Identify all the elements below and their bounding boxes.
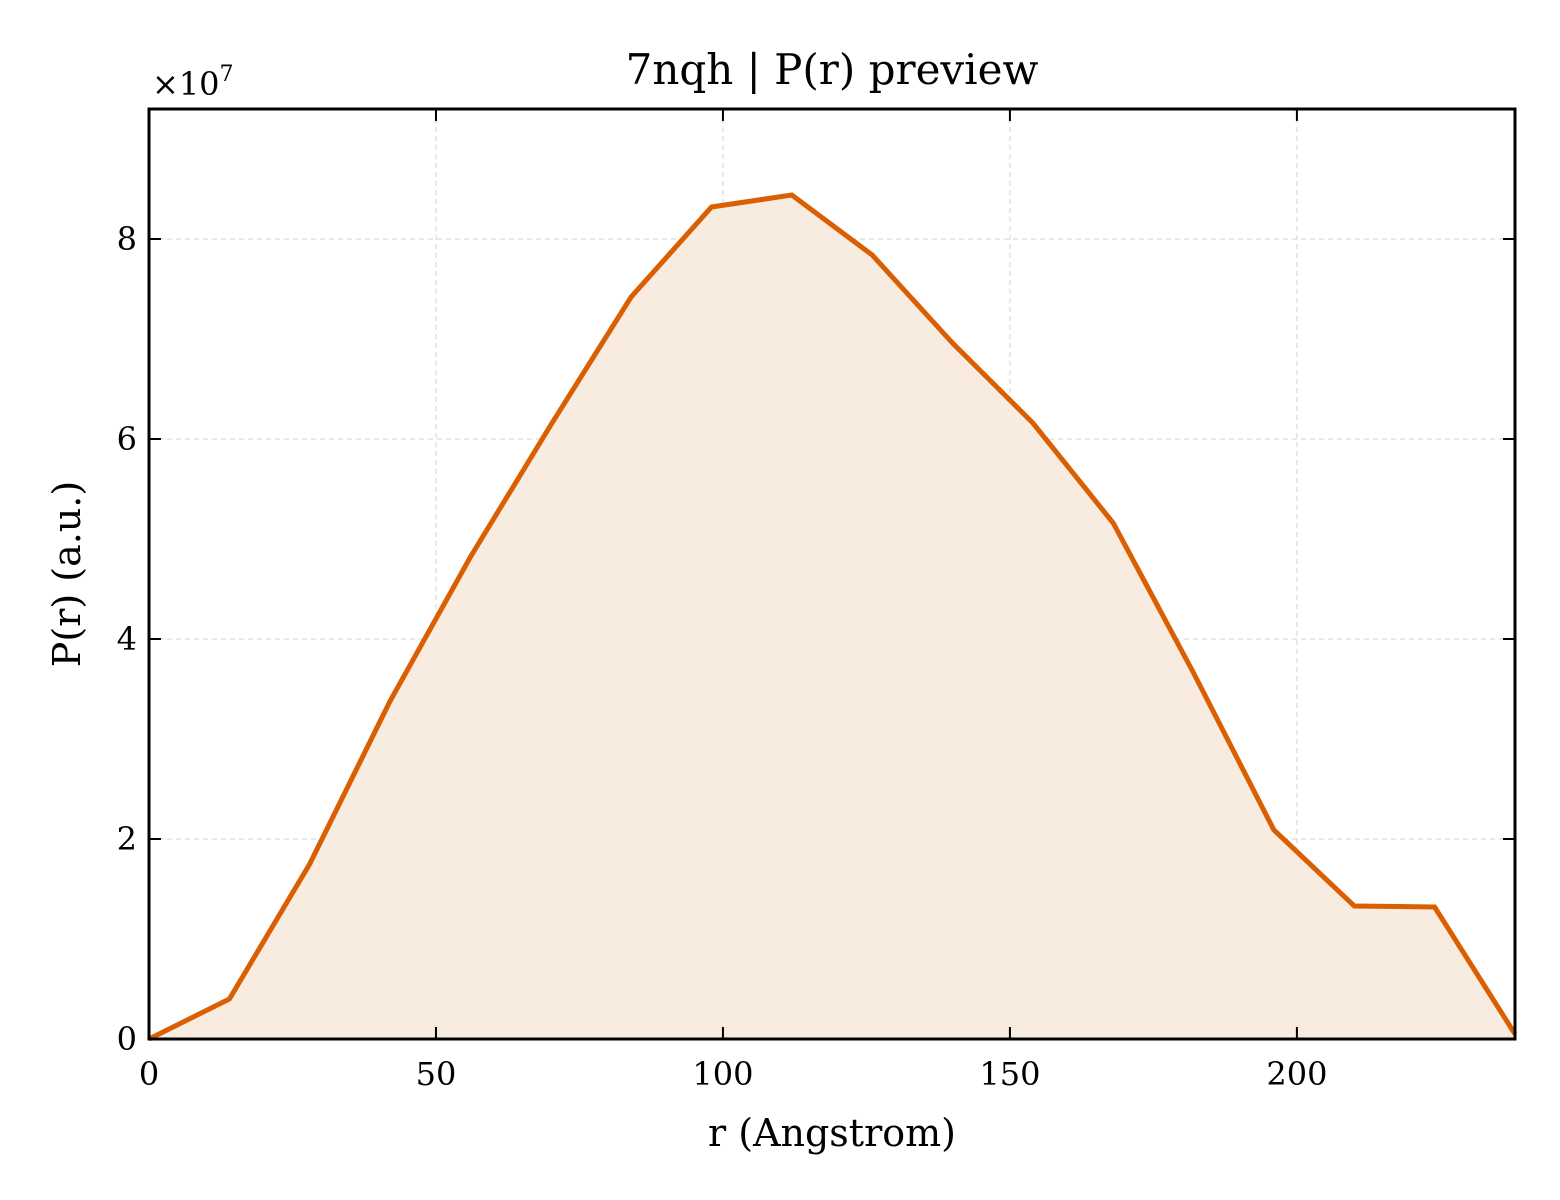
y-axis-offset-base: ×10 xyxy=(152,65,220,103)
y-axis-ticks: 0 2 4 6 8 xyxy=(117,220,1515,1058)
y-tick-label: 4 xyxy=(117,620,137,658)
x-tick-label: 50 xyxy=(416,1055,457,1093)
x-tick-label: 150 xyxy=(979,1055,1040,1093)
y-axis-offset-exponent: 7 xyxy=(220,62,234,87)
chart-title: 7nqh | P(r) preview xyxy=(626,45,1039,94)
y-axis-offset-label: ×107 xyxy=(152,62,234,103)
x-tick-label: 100 xyxy=(692,1055,753,1093)
pr-area-fill xyxy=(149,195,1515,1039)
x-tick-label: 200 xyxy=(1266,1055,1327,1093)
x-axis-label: r (Angstrom) xyxy=(708,1111,956,1155)
x-axis-ticks: 0 50 100 150 200 xyxy=(139,109,1327,1093)
pr-series-line xyxy=(147,192,1518,1042)
plot-frame xyxy=(147,107,1517,1041)
y-tick-label: 8 xyxy=(117,220,137,258)
x-tick-label: 0 xyxy=(139,1055,159,1093)
y-axis-label: P(r) (a.u.) xyxy=(45,481,89,667)
y-tick-label: 2 xyxy=(117,820,137,858)
y-tick-label: 0 xyxy=(117,1020,137,1058)
y-tick-label: 6 xyxy=(117,420,137,458)
